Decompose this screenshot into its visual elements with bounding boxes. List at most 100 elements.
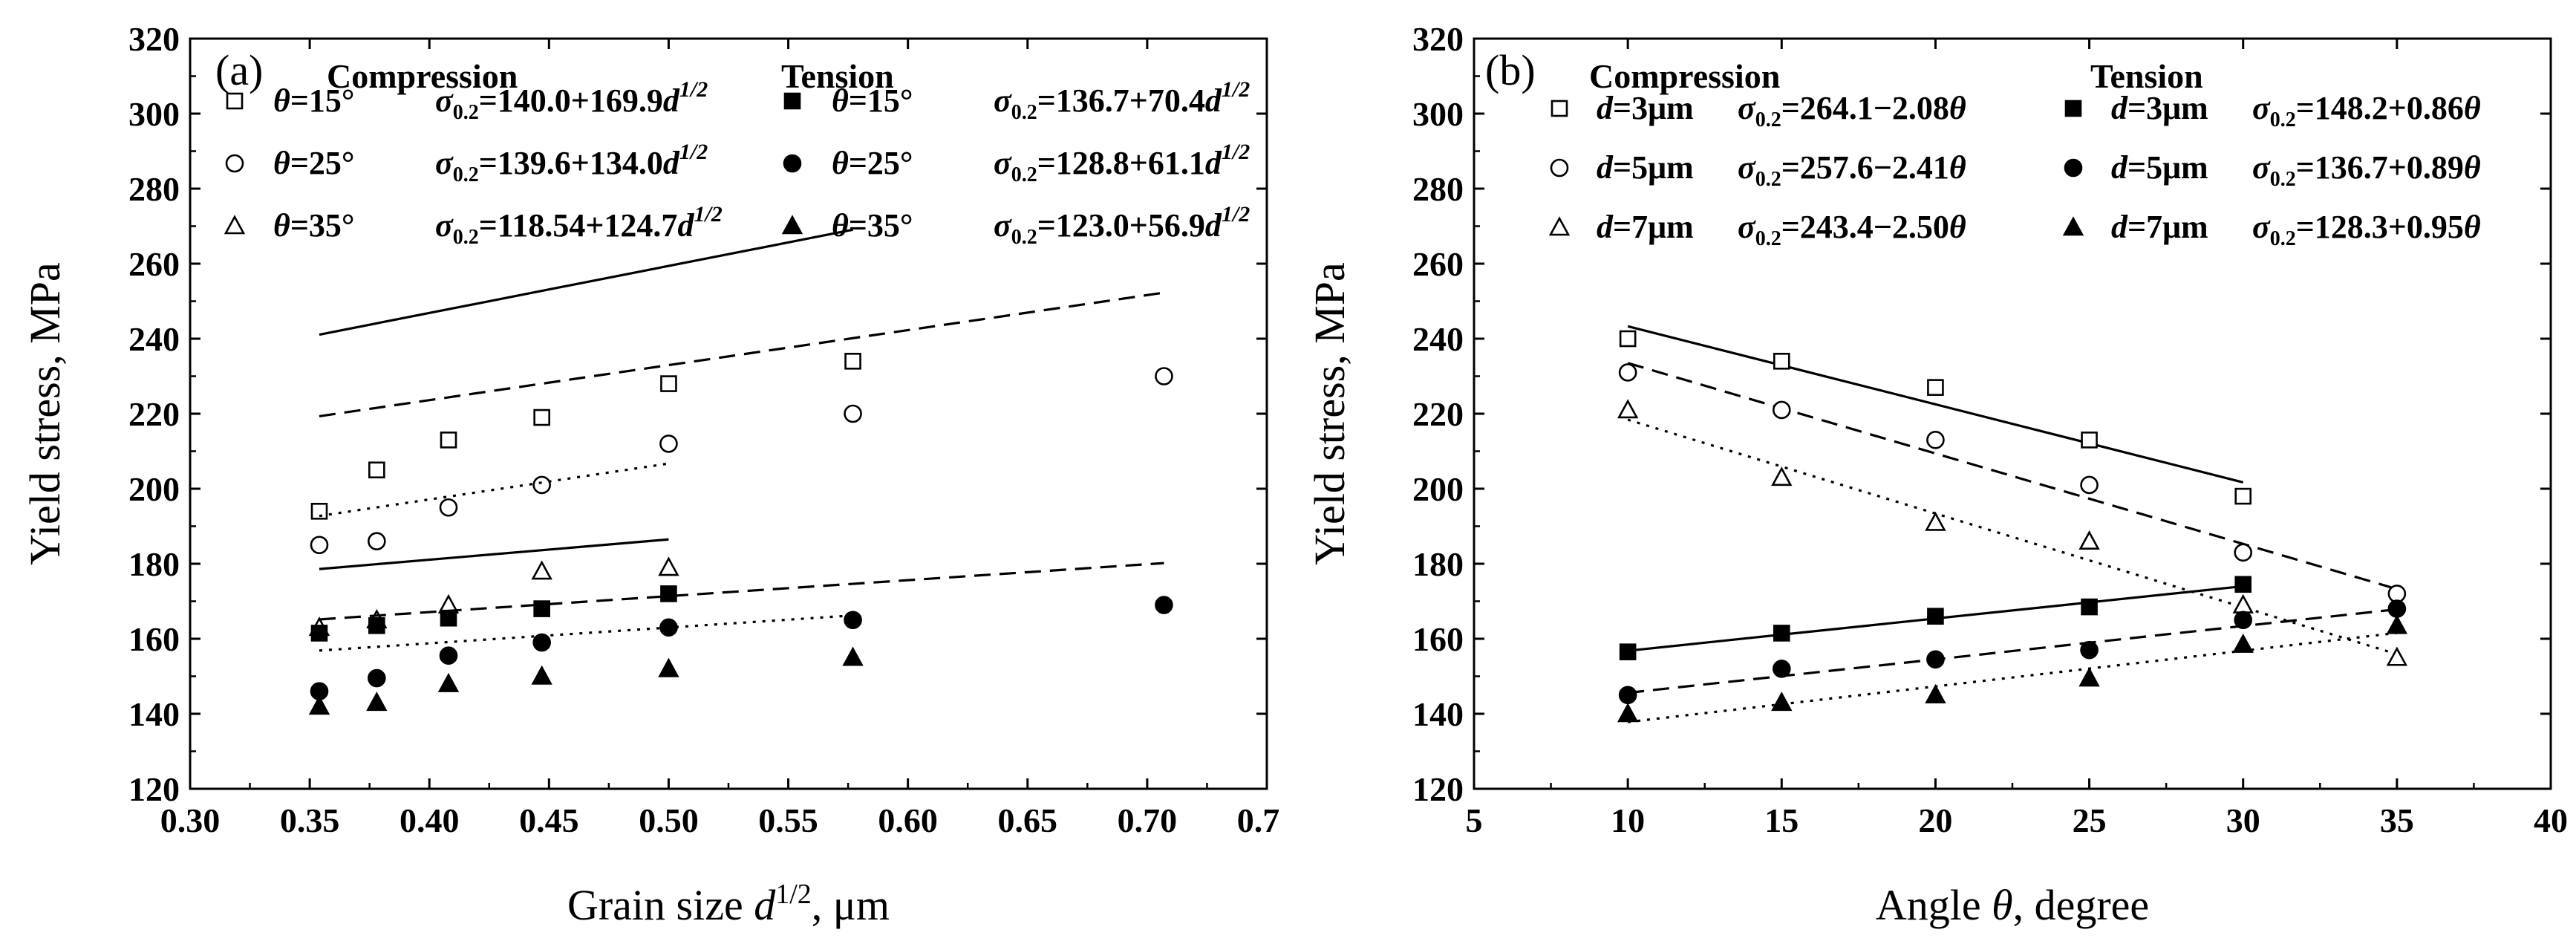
data-point <box>2234 487 2252 505</box>
x-tick-label: 0.40 <box>400 801 460 839</box>
legend-label: θ=15° <box>273 82 355 119</box>
fit-line <box>1627 608 2398 694</box>
x-tick-label: 40 <box>2534 801 2568 839</box>
y-tick-label: 260 <box>128 245 180 283</box>
data-point <box>368 461 385 479</box>
legend-equation: σ0.2=140.0+169.9d1/2 <box>435 77 708 124</box>
x-tick-label: 35 <box>2380 801 2414 839</box>
data-point <box>844 352 861 370</box>
fit-line <box>1627 362 2398 590</box>
data-point <box>1617 399 1639 419</box>
series-4 <box>310 538 677 642</box>
data-point <box>310 536 329 555</box>
legend-entry: d=3μm σ0.2=148.2+0.86θ <box>2064 90 2481 131</box>
data-point <box>1619 643 1637 660</box>
panel-label: (b) <box>1485 46 1536 94</box>
x-tick-label: 0.30 <box>160 801 221 839</box>
tick-label-mask <box>1279 796 1323 848</box>
data-point <box>1619 330 1637 348</box>
data-point <box>2232 633 2254 653</box>
y-axis-label: Yield stress, MPa <box>21 262 69 565</box>
data-point <box>368 668 386 688</box>
data-point <box>2387 585 2407 603</box>
data-point <box>1618 686 1637 705</box>
data-point <box>2081 598 2098 616</box>
y-tick-label: 140 <box>1412 695 1464 733</box>
series-3 <box>308 462 679 637</box>
legend-label: θ=35° <box>832 207 913 244</box>
series-1 <box>310 228 861 520</box>
data-point <box>659 435 678 453</box>
y-tick-label: 240 <box>1412 320 1464 358</box>
legend-marker <box>1548 216 1571 236</box>
data-point <box>2078 667 2100 687</box>
data-point <box>1773 625 1790 642</box>
data-point <box>1771 691 1793 712</box>
legend-entry: θ=15° σ0.2=140.0+169.9d1/2 <box>226 77 708 124</box>
y-tick-label: 220 <box>128 395 180 433</box>
fit-line <box>319 614 853 652</box>
data-point <box>310 625 328 642</box>
data-point <box>1773 352 1790 370</box>
x-tick-label: 0.45 <box>519 801 579 839</box>
data-point <box>1926 650 1945 669</box>
series-2 <box>310 291 1173 555</box>
x-tick-label: 0.35 <box>280 801 340 839</box>
series-6 <box>308 614 864 715</box>
legend-entry: d=5μm σ0.2=136.7+0.89θ <box>2064 149 2481 191</box>
y-tick-label: 300 <box>1412 95 1464 133</box>
y-tick-label: 320 <box>1412 20 1464 58</box>
legend-marker <box>1551 100 1568 117</box>
data-point <box>1155 367 1173 385</box>
fit-line <box>1627 631 2398 723</box>
data-point <box>1925 684 1946 704</box>
legend-entry: θ=15° σ0.2=136.7+70.4d1/2 <box>783 77 1250 124</box>
x-tick-label: 0.55 <box>758 801 818 839</box>
legend-marker <box>2062 216 2084 236</box>
y-tick-label: 120 <box>128 770 180 808</box>
x-axis-label: Grain size d1/2, μm <box>567 879 890 929</box>
x-tick-label: 0.60 <box>878 801 938 839</box>
legend-header-tension: Tension <box>781 57 894 95</box>
data-point <box>440 432 457 449</box>
series-1 <box>1619 325 2252 505</box>
legend-entry: d=5μm σ0.2=257.6−2.41θ <box>1550 149 1966 191</box>
data-point <box>1927 379 1944 396</box>
data-point <box>2234 543 2253 562</box>
legend-entry: d=7μm σ0.2=128.3+0.95θ <box>2062 209 2481 250</box>
y-tick-label: 240 <box>128 320 180 358</box>
data-point <box>1617 703 1639 723</box>
data-point <box>2080 640 2099 660</box>
legend-equation: σ0.2=257.6−2.41θ <box>1738 149 1966 191</box>
chart-panel-a: 120 140 160 180 200 220 240 260 280 300 320 0.30 0.3… <box>21 20 1323 929</box>
data-point <box>1155 596 1173 614</box>
legend-marker <box>2064 100 2082 117</box>
legend-equation: σ0.2=264.1−2.08θ <box>1738 90 1966 131</box>
fit-line <box>1627 418 2398 656</box>
data-point <box>366 691 388 712</box>
y-tick-label: 180 <box>1412 545 1464 583</box>
legend-entry: θ=35° σ0.2=123.0+56.9d1/2 <box>781 202 1250 249</box>
x-axis-label: Angle θ, degree <box>1876 881 2149 929</box>
data-point <box>660 375 677 392</box>
data-point <box>368 617 385 634</box>
legend-marker <box>2064 158 2083 178</box>
data-point <box>533 409 550 426</box>
series-5 <box>1618 599 2407 705</box>
x-tick-label: 0.70 <box>1118 801 1178 839</box>
legend-equation: σ0.2=139.6+134.0d1/2 <box>435 140 708 186</box>
legend-equation: σ0.2=136.7+70.4d1/2 <box>994 77 1250 124</box>
data-point <box>1772 400 1791 420</box>
x-tick-label: 20 <box>1918 801 1952 839</box>
y-tick-label: 260 <box>1412 245 1464 283</box>
legend-equation: σ0.2=123.0+56.9d1/2 <box>994 202 1250 249</box>
legend-label: θ=15° <box>832 82 913 119</box>
data-point <box>2234 576 2252 593</box>
x-tick-label: 25 <box>2073 801 2107 839</box>
legend-equation: σ0.2=243.4−2.50θ <box>1738 209 1966 250</box>
y-tick-label: 180 <box>128 545 180 583</box>
data-point <box>2080 475 2099 495</box>
legend-label: d=5μm <box>1597 149 1694 186</box>
legend-entry: d=7μm σ0.2=243.4−2.50θ <box>1548 209 1966 250</box>
